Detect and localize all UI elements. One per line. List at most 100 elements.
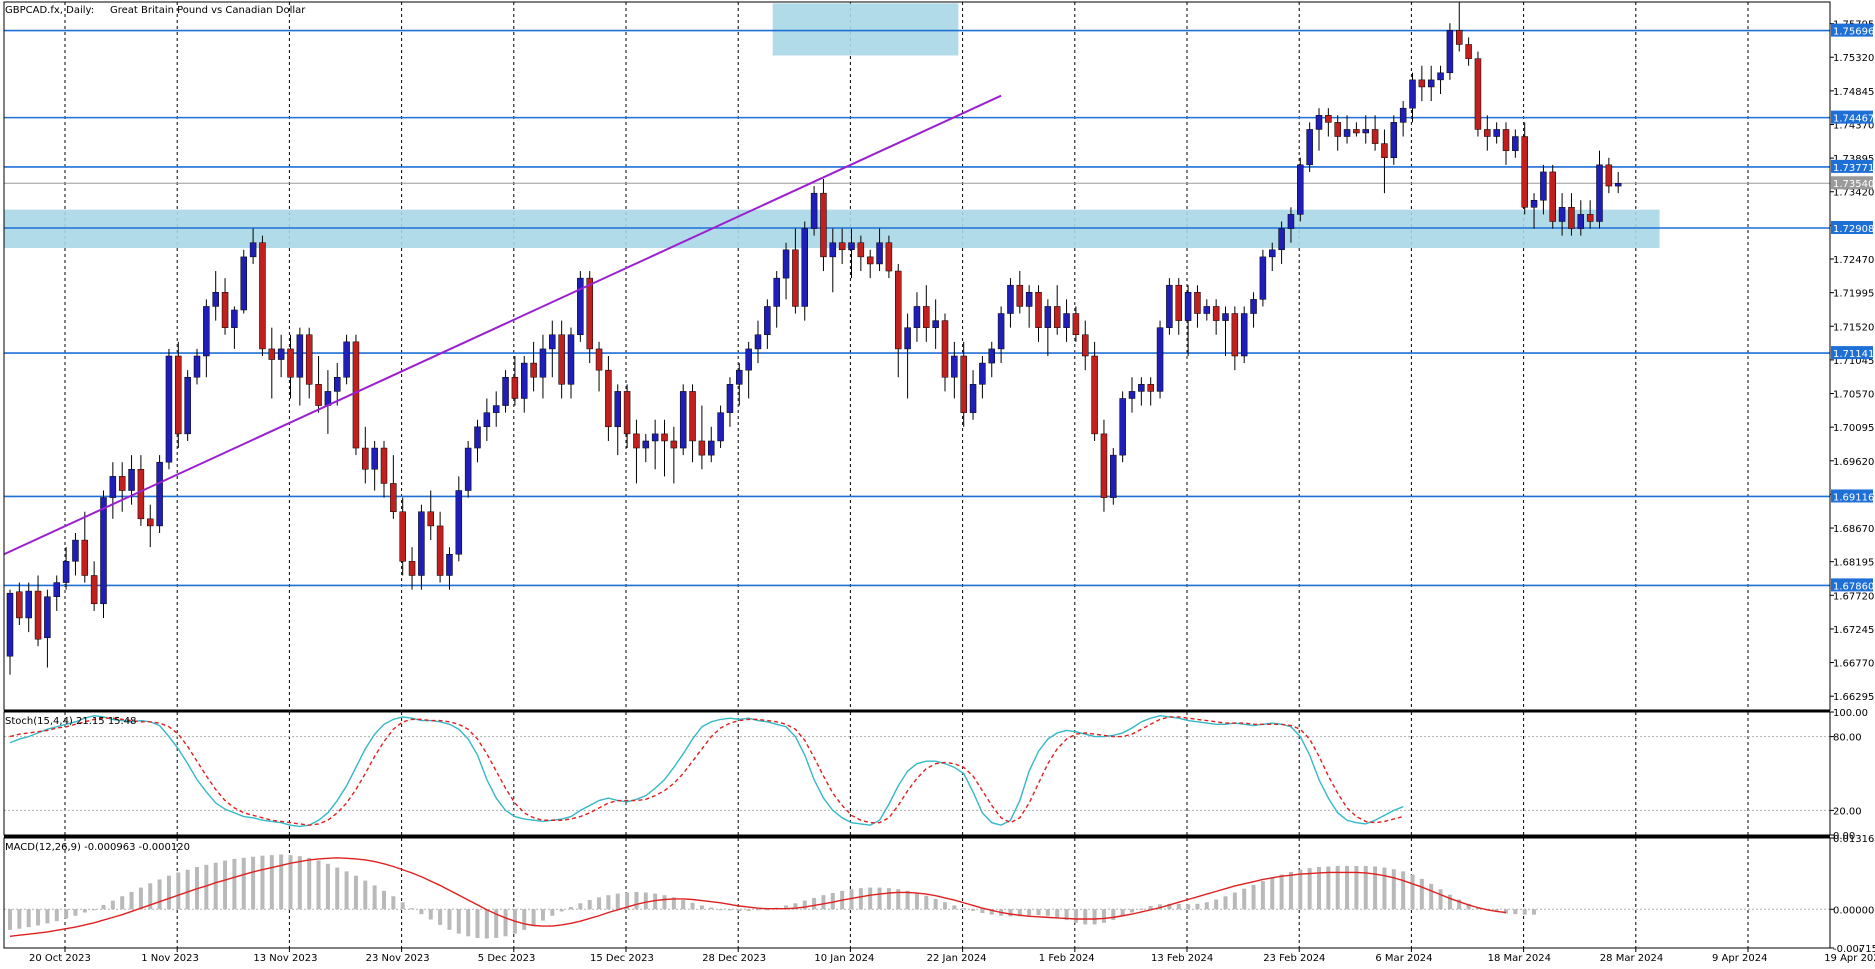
level-price-label: 1.75696 (1833, 27, 1874, 38)
macd-histogram-bar (914, 893, 919, 910)
macd-histogram-bar (1083, 909, 1088, 925)
candle-body (1306, 129, 1313, 166)
macd-histogram-bar (1242, 888, 1247, 910)
x-tick-label: 1 Feb 2024 (1039, 953, 1095, 964)
candle-body (679, 391, 687, 449)
y-tick-label: 1.74370 (1833, 120, 1874, 131)
y-tick-label: 1.68195 (1833, 558, 1874, 569)
x-tick-label: 28 Mar 2024 (1600, 953, 1663, 964)
macd-histogram-bar (269, 855, 274, 910)
x-tick-label: 23 Nov 2023 (366, 953, 430, 964)
support-resistance-zone (772, 3, 959, 56)
macd-histogram-bar (1017, 909, 1022, 917)
candle-body (549, 334, 556, 350)
candle-body (1287, 214, 1295, 229)
trendline[interactable] (3, 94, 1002, 556)
macd-histogram-bar (503, 909, 508, 937)
macd-histogram-bar (1504, 909, 1508, 914)
macd-title: MACD(12,26,9) -0.000963 -0.000120 (5, 842, 190, 853)
macd-histogram-bar (251, 856, 256, 910)
level-price-label: 1.71141 (1833, 349, 1874, 360)
macd-histogram-bar (64, 909, 69, 919)
candle-body (268, 348, 276, 360)
candle-body (212, 292, 219, 307)
candle-body (1418, 79, 1426, 88)
macd-histogram-bar (643, 892, 648, 910)
candle-body (1269, 249, 1276, 258)
candle-body (1184, 292, 1192, 321)
candle-body (240, 256, 247, 311)
candle-body (371, 447, 378, 470)
candle-body (1558, 207, 1566, 222)
macd-histogram-bar (36, 909, 41, 926)
y-tick-label: 1.73895 (1833, 154, 1874, 165)
macd-histogram-bar (110, 900, 115, 910)
macd-histogram-bar (1101, 909, 1106, 923)
candle-body (1530, 199, 1538, 208)
level-price-tag (1831, 23, 1873, 37)
macd-histogram-bar (279, 854, 284, 910)
macd-histogram-bar (1251, 884, 1256, 910)
x-tick-label: 5 Dec 2023 (478, 953, 536, 964)
candle-body (1072, 313, 1080, 336)
macd-histogram-bar (1120, 909, 1125, 917)
macd-histogram-bar (569, 907, 573, 910)
candle-body (436, 525, 444, 576)
candle-body (969, 384, 977, 413)
macd-histogram-bar (1130, 909, 1134, 913)
candle-body (1016, 284, 1024, 307)
candle-body (1138, 384, 1145, 392)
candle-body (913, 306, 921, 328)
candle-body (221, 292, 229, 328)
level-price-tag (1831, 578, 1873, 592)
candle-body (1493, 129, 1500, 137)
y-tick-label: 1.75320 (1833, 53, 1874, 64)
macd-histogram-bar (858, 888, 863, 910)
macd-histogram-bar (1111, 909, 1116, 921)
level-price-label: 1.69116 (1833, 492, 1874, 503)
candle-body (651, 433, 659, 442)
macd-histogram-bar (363, 880, 368, 910)
macd-histogram-bar (559, 909, 564, 912)
candle-body (90, 575, 98, 605)
candle-body (1297, 164, 1304, 215)
candle-body (352, 341, 360, 449)
macd-histogram-bar (793, 903, 798, 910)
candle-body (464, 447, 472, 491)
macd-histogram-bar (1317, 867, 1321, 910)
macd-histogram-bar (1214, 899, 1219, 910)
candle-body (72, 539, 79, 562)
macd-histogram-bar (1073, 909, 1078, 923)
macd-histogram-bar (26, 909, 31, 928)
x-tick-label: 10 Jan 2024 (814, 953, 874, 964)
candle-body (380, 447, 388, 484)
candle-body (362, 447, 369, 470)
candle-body (1203, 306, 1211, 314)
macd-histogram-bar (391, 896, 396, 910)
candle-body (1484, 129, 1491, 137)
candle-body (1278, 228, 1285, 251)
candle-body (1025, 292, 1033, 307)
x-tick-label: 1 Nov 2023 (141, 953, 199, 964)
candle-body (829, 242, 837, 258)
candle-body (1596, 164, 1603, 222)
macd-histogram-bar (587, 900, 592, 910)
macd-histogram-bar (1064, 909, 1069, 921)
candle-body (502, 376, 509, 406)
candle-body (642, 440, 650, 449)
macd-histogram-bar (746, 909, 751, 911)
candle-body (997, 313, 1005, 350)
x-tick-label: 19 Apr 2024 (1824, 953, 1875, 964)
macd-histogram-bar (1176, 903, 1181, 910)
level-price-tag (1831, 110, 1873, 124)
candle-body (474, 426, 481, 449)
macd-histogram-bar (625, 892, 630, 910)
candle-body (782, 249, 790, 279)
macd-histogram-bar (372, 885, 377, 910)
macd-histogram-bar (1438, 889, 1443, 910)
macd-histogram-bar (615, 893, 620, 910)
macd-histogram-bar (1513, 909, 1518, 915)
candle-body (1614, 182, 1622, 187)
